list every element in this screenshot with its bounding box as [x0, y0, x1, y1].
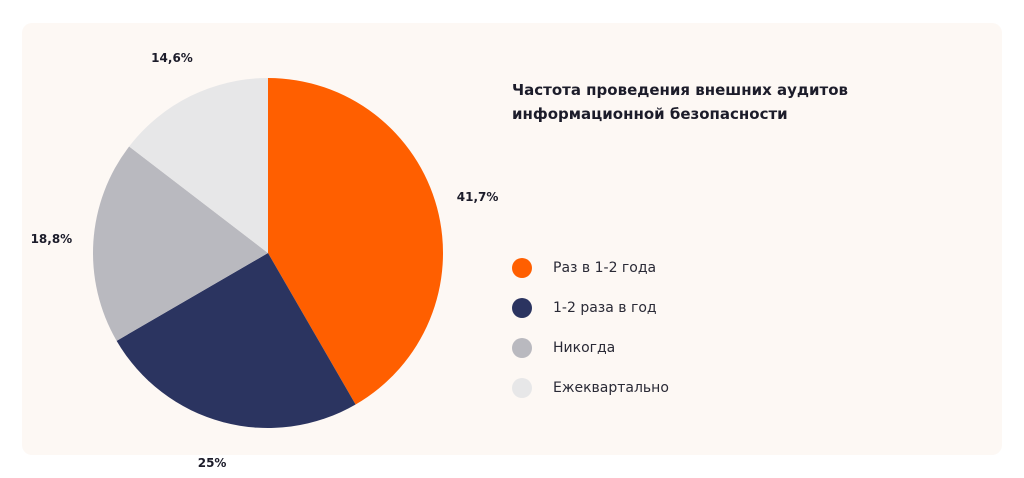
legend-item: Раз в 1-2 года [512, 258, 669, 278]
slice-value-label: 14,6% [151, 51, 193, 66]
legend-swatch [512, 258, 532, 278]
slice-value-label: 25% [197, 455, 227, 470]
chart-card: 41,7% 25% 18,8% 14,6% Частота проведения вн… [22, 23, 1002, 470]
pie-chart [92, 78, 444, 429]
legend-swatch [512, 378, 532, 398]
legend-label: Раз в 1-2 года [553, 260, 657, 276]
slice-value-label: 41,7% [456, 189, 499, 204]
legend-swatch [512, 338, 532, 358]
chart-title: Частота проведения внешних аудитов инфор… [512, 81, 849, 123]
legend-swatch [512, 298, 532, 318]
pie-slices [92, 78, 444, 429]
legend-label: Никогда [553, 340, 616, 356]
legend-item: Ежеквартально [512, 378, 669, 398]
legend-item: 1-2 раза в год [512, 298, 669, 318]
pie-slice-4 [129, 78, 268, 253]
pie-slice-2 [116, 253, 356, 429]
legend: Раз в 1-2 года 1-2 раза в год Никогда Ежекв… [512, 258, 669, 418]
pie-slice-1 [268, 78, 444, 405]
legend-label: 1-2 раза в год [553, 300, 657, 316]
pie-slice-3 [92, 146, 268, 341]
legend-label: Ежеквартально [553, 380, 669, 396]
slice-value-label: 18,8% [30, 232, 73, 246]
legend-item: Никогда [512, 338, 669, 358]
